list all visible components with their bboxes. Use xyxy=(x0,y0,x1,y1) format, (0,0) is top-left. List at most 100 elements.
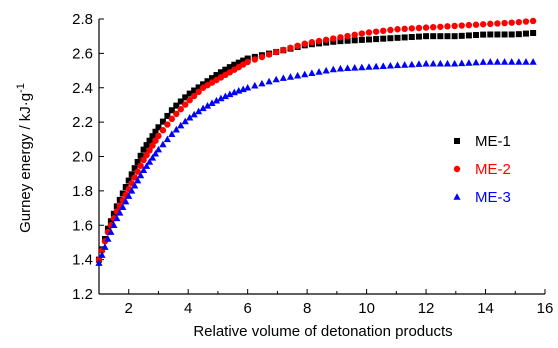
data-point xyxy=(155,124,162,131)
data-point xyxy=(159,127,167,134)
data-point xyxy=(279,74,287,81)
data-point xyxy=(182,94,189,101)
data-point xyxy=(122,197,130,205)
data-point xyxy=(322,36,330,43)
data-point xyxy=(107,228,115,235)
x-tick-label: 2 xyxy=(125,300,133,317)
data-point xyxy=(422,24,430,31)
legend-marker-me-1 xyxy=(454,138,460,144)
data-point xyxy=(437,33,444,40)
data-point xyxy=(131,165,138,172)
data-point xyxy=(301,70,309,78)
data-point xyxy=(451,59,459,67)
data-point xyxy=(244,83,252,91)
data-point xyxy=(522,18,530,25)
data-point xyxy=(168,107,175,114)
data-point xyxy=(508,19,515,26)
data-point xyxy=(294,42,301,50)
data-point xyxy=(134,168,141,175)
y-tick-label: 1.6 xyxy=(72,217,93,234)
data-point xyxy=(437,23,444,30)
data-point xyxy=(501,19,508,27)
data-point xyxy=(422,59,430,67)
tick-labels: 2 4 6 8 10 12 14 16 1.2 1.4 1.6 1.8 2.0 2.2 2.4 2.6 2.8 xyxy=(72,11,553,317)
series-me-2 xyxy=(95,17,537,263)
data-point xyxy=(145,158,154,165)
data-point xyxy=(137,152,144,159)
data-point xyxy=(177,106,184,113)
data-point xyxy=(222,66,229,73)
data-point xyxy=(113,214,121,222)
data-point xyxy=(149,133,156,140)
data-point xyxy=(394,34,401,41)
data-point xyxy=(186,90,193,97)
data-point xyxy=(208,99,216,107)
data-point xyxy=(235,59,242,66)
data-point xyxy=(154,145,163,153)
y-tick-label: 1.2 xyxy=(72,286,93,303)
data-point xyxy=(394,26,401,33)
x-tick-label: 10 xyxy=(358,300,375,317)
data-point xyxy=(221,92,229,100)
data-point xyxy=(122,184,129,191)
data-point xyxy=(217,69,224,76)
x-tick-label: 4 xyxy=(184,300,192,317)
data-point xyxy=(465,21,473,29)
data-point xyxy=(204,78,211,85)
data-point xyxy=(458,22,465,29)
data-point xyxy=(330,35,337,42)
x-tick-label: 14 xyxy=(477,300,494,317)
data-point xyxy=(137,162,144,169)
data-point xyxy=(143,142,150,149)
data-point xyxy=(344,37,351,44)
data-marks xyxy=(95,17,537,266)
data-point xyxy=(308,39,316,46)
x-tick-label: 8 xyxy=(303,300,311,317)
data-point xyxy=(140,146,147,153)
data-point xyxy=(358,63,366,71)
data-point xyxy=(408,60,416,68)
data-point xyxy=(472,21,480,28)
data-point xyxy=(110,221,118,229)
data-point xyxy=(337,38,344,45)
data-point xyxy=(515,18,523,26)
data-point xyxy=(119,190,126,197)
data-point xyxy=(436,59,444,67)
data-point xyxy=(181,117,189,125)
data-point xyxy=(479,58,487,65)
data-point xyxy=(487,20,494,28)
x-axis-title: Relative volume of detonation products xyxy=(193,323,452,340)
data-point xyxy=(515,58,523,65)
data-point xyxy=(451,33,458,40)
data-point xyxy=(152,128,159,135)
data-point xyxy=(128,171,135,178)
data-point xyxy=(213,72,220,79)
data-point xyxy=(146,137,153,144)
axes xyxy=(98,19,545,295)
tick-marks xyxy=(98,18,546,295)
data-point xyxy=(172,125,180,133)
data-point xyxy=(173,102,180,109)
data-point xyxy=(522,58,530,65)
data-point xyxy=(159,118,166,125)
data-point xyxy=(177,121,185,129)
data-point xyxy=(159,140,167,148)
legend-marker-me-2 xyxy=(453,165,461,173)
data-point xyxy=(208,75,215,82)
data-point xyxy=(343,64,352,72)
data-point xyxy=(529,58,537,65)
data-point xyxy=(444,23,451,30)
data-point xyxy=(315,68,323,75)
data-point xyxy=(500,58,509,65)
data-point xyxy=(315,37,323,45)
data-point xyxy=(95,259,103,266)
data-point xyxy=(429,59,437,67)
data-point xyxy=(212,96,221,104)
data-point xyxy=(372,62,380,70)
legend-label-me-2: ME-2 xyxy=(475,161,511,178)
data-point xyxy=(415,33,422,40)
data-point xyxy=(443,59,452,67)
data-point xyxy=(251,56,259,63)
data-point xyxy=(203,101,212,109)
